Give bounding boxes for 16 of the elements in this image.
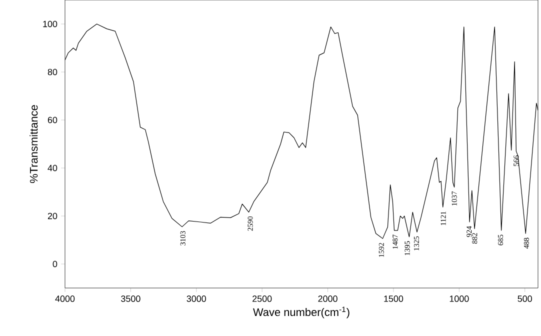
x-tick-label: 2000 (318, 296, 338, 302)
y-tick-label: 80 (48, 68, 58, 76)
x-tick-label: 3000 (186, 296, 206, 302)
x-tick-label: 1000 (450, 296, 469, 302)
x-tick-label: 500 (518, 296, 532, 302)
y-tick-label: 100 (43, 20, 58, 28)
x-tick-label: 3500 (121, 296, 140, 302)
x-tick-label: 4000 (55, 296, 75, 302)
x-tick-label: 1500 (384, 296, 404, 302)
y-tick-label: 40 (48, 164, 58, 172)
y-axis-title: %Transmittance (30, 105, 38, 183)
x-axis-title: Wave number(cm$^{-1}$) (253, 306, 350, 318)
y-tick-label: 0 (52, 260, 58, 268)
y-tick-label: 20 (48, 212, 58, 220)
y-tick-label: 60 (48, 116, 58, 124)
x-tick-label: 2500 (252, 296, 272, 302)
